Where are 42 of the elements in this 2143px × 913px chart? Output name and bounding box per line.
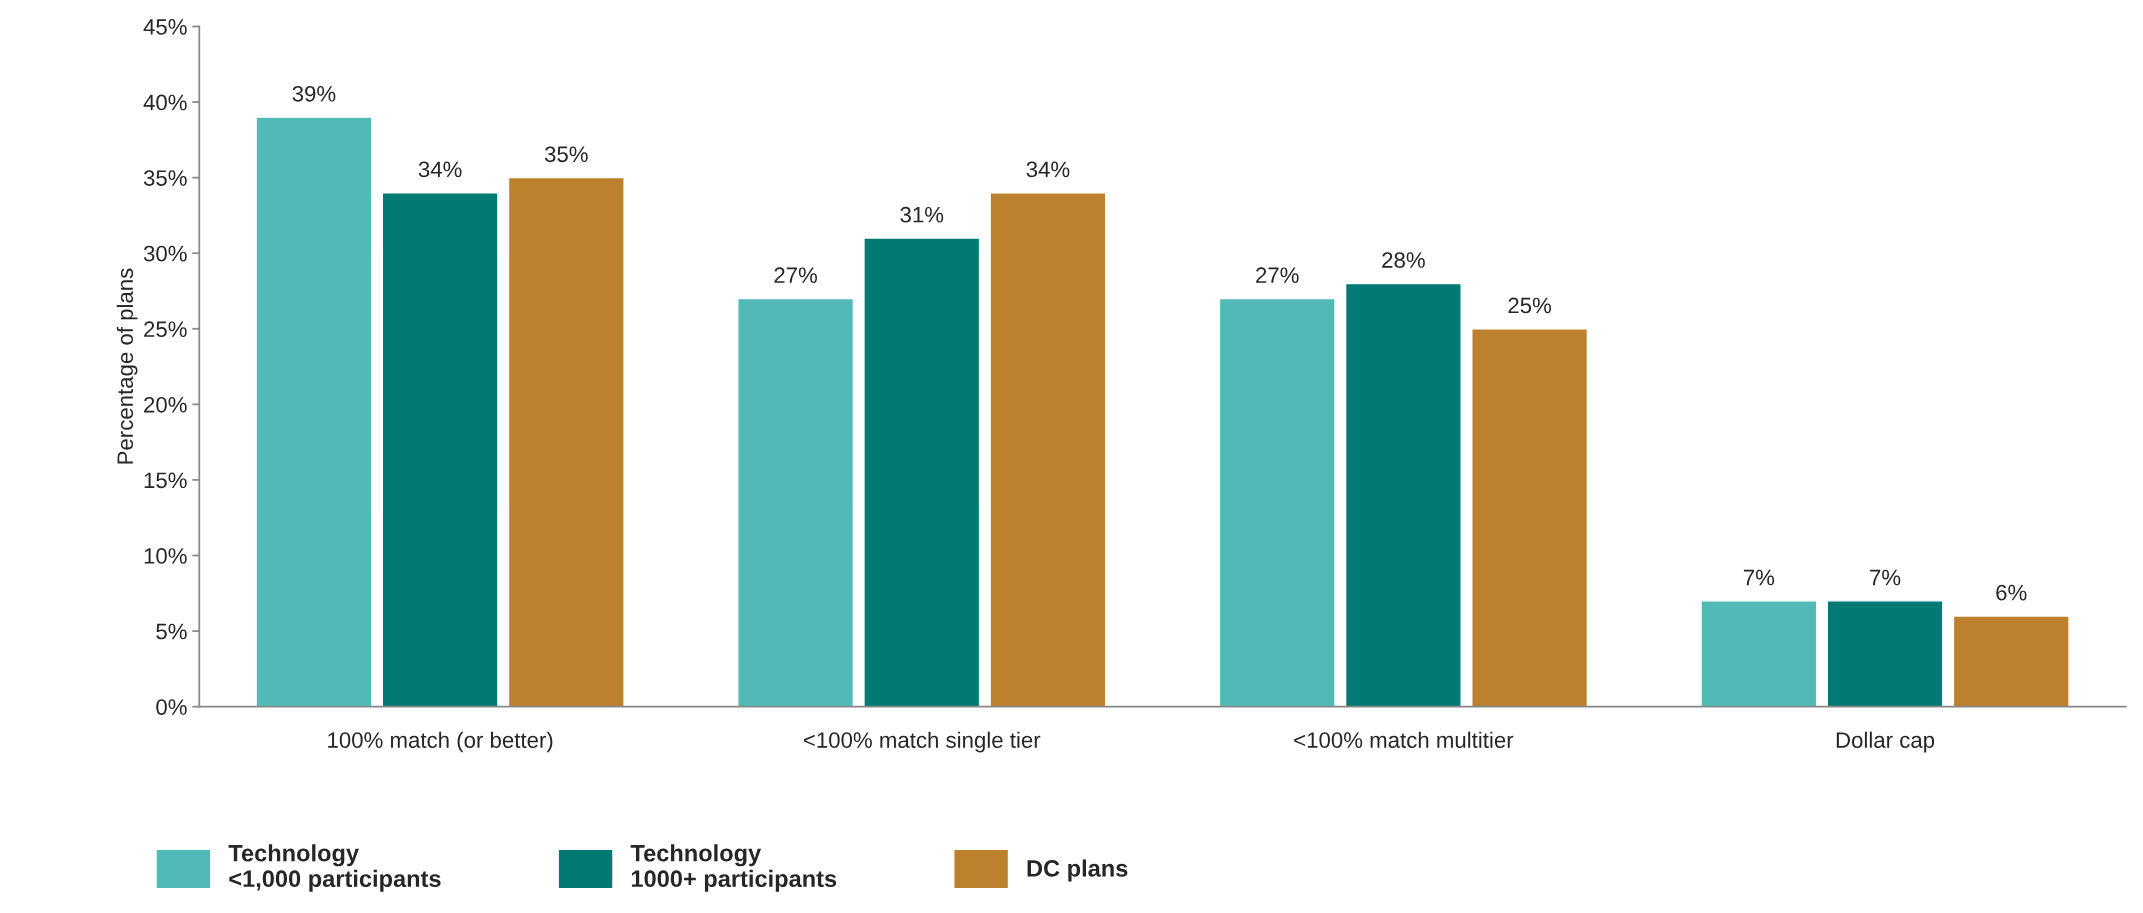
data-label: 7% [1743, 569, 1775, 586]
data-label: 25% [1508, 297, 1552, 314]
data-label: 27% [1256, 267, 1299, 283]
x-tick-label: <100% match multitier [1294, 731, 1514, 748]
bar [737, 297, 855, 707]
y-tick-label: 40% [143, 94, 187, 111]
data-label: 7% [1870, 569, 1901, 586]
bar [381, 192, 499, 707]
y-tick-label: 20% [144, 396, 187, 413]
y-tick-label: 35% [143, 170, 187, 186]
bar [255, 116, 373, 707]
y-axis-title: Percentage of plans [116, 268, 138, 464]
y-tick-label: 25% [144, 321, 187, 338]
bar [1700, 600, 1818, 707]
y-tick-label: 5% [156, 623, 187, 640]
y-tick-label: 10% [144, 548, 187, 564]
y-tick-label: 0% [156, 699, 187, 715]
data-label: 35% [544, 146, 588, 163]
legend-label: Technology <1,000 participants [228, 844, 441, 892]
legend-label: Technology 1000+ participants [630, 844, 837, 892]
x-tick-label: 100% match (or better) [328, 731, 553, 753]
bar [863, 237, 981, 707]
y-tick-label: 15% [144, 472, 187, 489]
bar [989, 192, 1107, 707]
bar [1471, 328, 1589, 707]
bar [1952, 615, 2070, 707]
bar [1218, 297, 1336, 707]
legend-label: DC plans [1027, 859, 1128, 882]
data-label: 27% [774, 267, 818, 283]
data-label: 39% [292, 85, 336, 102]
x-tick-label: <100% match single tier [803, 731, 1041, 753]
x-tick-label: Dollar cap [1836, 731, 1935, 753]
bar [1826, 600, 1944, 707]
y-tick-label: 45% [143, 19, 187, 35]
data-label: 28% [1382, 252, 1425, 268]
data-label: 31% [900, 206, 944, 223]
bar [507, 176, 625, 707]
y-tick-label: 30% [143, 245, 187, 262]
data-label: 34% [1026, 161, 1070, 178]
bar [1344, 282, 1462, 707]
data-label: 6% [1996, 584, 2027, 601]
data-label: 34% [418, 161, 462, 178]
